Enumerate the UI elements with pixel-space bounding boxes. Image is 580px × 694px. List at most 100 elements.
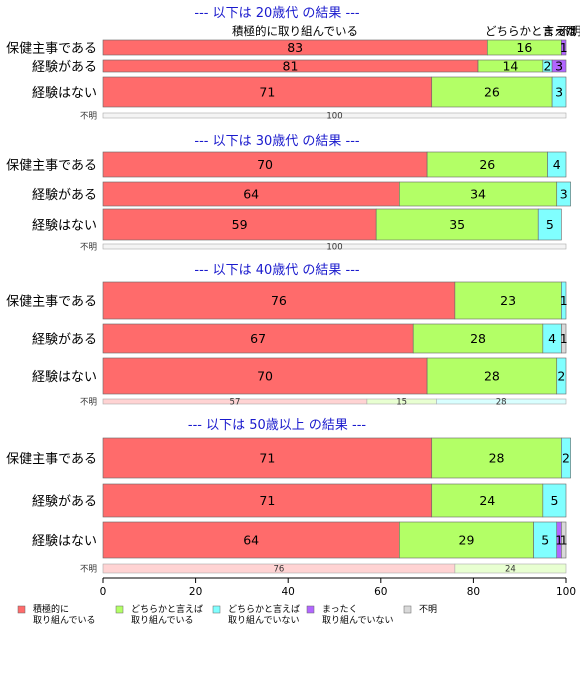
bar-segment xyxy=(556,357,567,395)
data-label: 100 xyxy=(326,243,342,253)
data-label: 70 xyxy=(257,157,273,172)
data-label: 3 xyxy=(560,187,568,202)
bar-segment xyxy=(561,39,567,56)
bar-segment xyxy=(551,59,567,73)
data-label: 67 xyxy=(250,331,266,346)
data-label: 1 xyxy=(560,533,568,548)
x-tick-label: 20 xyxy=(189,586,202,598)
row-label: 保健主事である xyxy=(6,42,97,57)
bar-segment xyxy=(375,208,539,241)
x-tick-label: 60 xyxy=(374,586,387,598)
data-label: 1 xyxy=(560,293,568,308)
data-label: 1 xyxy=(555,533,563,548)
data-label: 35 xyxy=(449,217,465,232)
data-label: 28 xyxy=(470,331,486,346)
legend-label: どちらかと言えば取り組んでいる xyxy=(131,603,203,626)
data-label: 64 xyxy=(243,187,259,202)
row-label: 経験はない xyxy=(32,370,97,385)
bar-segment xyxy=(102,483,433,518)
bar-segment xyxy=(399,181,558,207)
bar-segment xyxy=(551,76,567,108)
legend-label: 積極的に取り組んでいる xyxy=(33,603,96,626)
data-label: 26 xyxy=(479,157,495,172)
data-label: 2 xyxy=(562,451,570,466)
data-label: 16 xyxy=(516,40,532,55)
data-label: 15 xyxy=(396,398,407,408)
top-label: 積極的に取り組んでいる xyxy=(232,24,358,38)
bar-segment xyxy=(561,521,567,559)
data-label: 76 xyxy=(271,293,287,308)
row-label: 不明 xyxy=(80,565,97,575)
legend-swatch xyxy=(212,605,221,614)
row-label: 不明 xyxy=(80,243,97,253)
bar-segment xyxy=(102,112,567,119)
x-tick-label: 100 xyxy=(556,586,576,598)
row-label: 保健主事である xyxy=(6,295,97,310)
bar-segment xyxy=(102,357,428,395)
data-label: 2 xyxy=(544,59,552,74)
group-title: --- 以下は 50歳以上 の結果 --- xyxy=(188,418,367,433)
data-label: 64 xyxy=(243,533,259,548)
data-label: 83 xyxy=(287,40,303,55)
row-label: 経験がある xyxy=(32,60,97,75)
row-label: 保健主事である xyxy=(6,159,97,174)
bar-segment xyxy=(102,208,377,241)
data-label: 28 xyxy=(496,398,507,408)
data-label: 1 xyxy=(560,331,568,346)
bar-segment xyxy=(426,151,548,178)
bar-segment xyxy=(431,76,553,108)
x-tick-label: 0 xyxy=(100,586,107,598)
bar-segment xyxy=(412,323,544,354)
data-label: 24 xyxy=(505,565,516,575)
bar-segment xyxy=(537,208,562,241)
bar-segment xyxy=(102,151,428,178)
legend-swatch xyxy=(403,605,412,614)
data-label: 5 xyxy=(550,493,558,508)
data-label: 4 xyxy=(553,157,561,172)
data-label: 24 xyxy=(479,493,495,508)
row-label: 経験がある xyxy=(32,188,97,203)
data-label: 81 xyxy=(283,59,299,74)
data-label: 14 xyxy=(502,59,518,74)
data-label: 70 xyxy=(257,369,273,384)
data-label: 26 xyxy=(484,85,500,100)
bar-segment xyxy=(102,437,433,479)
bar-segment xyxy=(561,281,567,320)
legend-swatch xyxy=(17,605,26,614)
x-tick-label: 40 xyxy=(282,586,295,598)
bar-segment xyxy=(454,281,562,320)
row-label: 経験はない xyxy=(32,219,97,234)
data-label: 76 xyxy=(274,565,285,575)
data-label: 34 xyxy=(470,187,486,202)
legend-swatch xyxy=(115,605,124,614)
data-label: 4 xyxy=(548,331,556,346)
data-label: 71 xyxy=(259,493,275,508)
bar-segment xyxy=(547,151,567,178)
row-label: 経験はない xyxy=(32,86,97,101)
legend-label: どちらかと言えば取り組んでいない xyxy=(228,603,300,626)
bar-segment xyxy=(102,323,414,354)
row-label: 不明 xyxy=(80,112,97,122)
row-label: 保健主事である xyxy=(6,452,97,467)
data-label: 28 xyxy=(484,369,500,384)
bar-segment xyxy=(426,357,558,395)
legend-label: まったく取り組んでいない xyxy=(322,604,394,626)
data-label: 5 xyxy=(541,533,549,548)
bar-segment xyxy=(436,398,567,405)
top-label: まった xyxy=(543,24,577,38)
group-title: --- 以下は 20歳代 の結果 --- xyxy=(194,6,360,21)
bar-segment xyxy=(561,437,571,479)
data-label: 23 xyxy=(500,293,516,308)
bar-segment xyxy=(542,483,567,518)
row-label: 経験がある xyxy=(32,495,97,510)
bar-segment xyxy=(102,521,400,559)
data-label: 57 xyxy=(230,398,241,408)
legend-swatch xyxy=(306,605,315,614)
top-label: どちらかと言えば xyxy=(485,24,577,38)
data-label: 71 xyxy=(259,85,275,100)
data-label: 5 xyxy=(546,217,554,232)
data-label: 59 xyxy=(232,217,248,232)
data-label: 2 xyxy=(557,369,565,384)
bar-segment xyxy=(102,281,456,320)
